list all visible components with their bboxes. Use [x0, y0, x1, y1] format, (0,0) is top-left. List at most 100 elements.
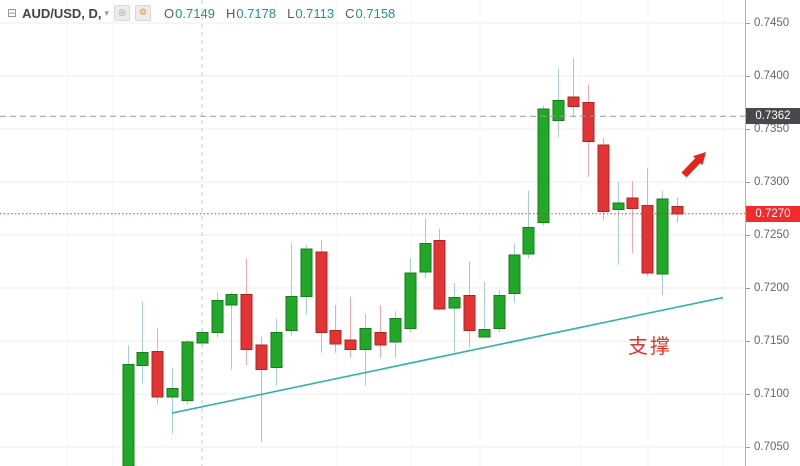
last-price-badge: 0.7270 — [746, 205, 800, 222]
price-axis-tick: 0.7250 — [746, 229, 800, 241]
candle-body — [300, 248, 313, 297]
candle-down — [463, 261, 476, 348]
candle-body — [285, 295, 298, 331]
candle-body — [270, 332, 283, 368]
price-axis-tick: 0.7400 — [746, 70, 800, 82]
candle-body — [537, 108, 550, 223]
candle-up — [136, 301, 149, 384]
arrow-shaft — [681, 156, 702, 178]
ohlc-open: O0.7149 — [164, 5, 215, 21]
candle-body — [389, 318, 402, 343]
up-arrow-annotation[interactable] — [681, 152, 706, 178]
support-label[interactable]: 支撑 — [628, 335, 672, 358]
candle-body — [656, 198, 669, 275]
ohlc-close: C0.7158 — [345, 5, 396, 21]
candle-body — [225, 293, 238, 306]
candle-body — [344, 339, 357, 350]
candle-body — [508, 254, 521, 294]
price-axis[interactable]: 0.7450 0.7400 0.7350 0.7300 0.7250 0.7200 0.71… — [745, 0, 800, 466]
candle-body — [419, 242, 432, 273]
candle-down — [240, 258, 253, 366]
candle-body — [196, 332, 209, 344]
candle-body — [626, 197, 639, 209]
candle-up — [522, 190, 535, 259]
candle-down — [582, 84, 595, 177]
candle-up — [181, 339, 194, 405]
symbol-title[interactable]: AUD/USD, D, — [22, 5, 102, 21]
candle-down — [374, 304, 387, 358]
candle-up — [537, 105, 550, 226]
price-axis-tick: 0.7450 — [746, 17, 800, 29]
candle-up — [270, 318, 283, 386]
candle-down — [151, 328, 164, 405]
support-trendline[interactable] — [171, 296, 724, 414]
candle-body — [567, 96, 580, 108]
chevron-down-icon[interactable]: ▾ — [104, 7, 110, 18]
candle-body — [151, 351, 164, 398]
price-axis-tick: 0.7150 — [746, 335, 800, 347]
price-axis-tick: 0.7100 — [746, 388, 800, 400]
candle-down — [315, 240, 328, 353]
candle-up — [122, 345, 135, 466]
candle-body — [582, 102, 595, 143]
radar-icon[interactable]: ◎ — [114, 5, 131, 21]
candle-down — [626, 180, 639, 254]
price-axis-tick: 0.7300 — [746, 176, 800, 188]
candle-body — [433, 239, 446, 310]
candle-up — [448, 282, 461, 353]
price-chart-canvas[interactable]: 支撑 — [0, 0, 746, 466]
candle-up — [493, 290, 506, 333]
candle-body — [597, 144, 610, 213]
candle-down — [329, 304, 342, 353]
ohlc-high: H0.7178 — [225, 5, 277, 21]
gear-icon[interactable]: ⚙ — [135, 5, 152, 21]
candle-up — [300, 244, 313, 315]
candle-down — [597, 137, 610, 221]
candle-body — [463, 294, 476, 331]
candle-up — [359, 313, 372, 386]
candle-body — [448, 297, 461, 309]
candle-up — [225, 292, 238, 370]
candle-down — [671, 197, 684, 223]
candle-body — [493, 294, 506, 329]
candle-body — [166, 388, 179, 398]
candle-body — [612, 202, 625, 211]
candle-body — [552, 99, 565, 122]
candle-down — [433, 228, 446, 311]
symbol-legend: ⊟ AUD/USD, D, ▾ ◎ ⚙ O0.7149 H0.7178 L0.7… — [7, 5, 395, 21]
price-axis-tick: 0.7200 — [746, 282, 800, 294]
candle-up — [211, 292, 224, 338]
candle-up — [508, 243, 521, 303]
candle-body — [240, 293, 253, 350]
candle-body — [136, 352, 149, 366]
candle-body — [181, 341, 194, 401]
candle-up — [552, 68, 565, 138]
candle-up — [166, 367, 179, 434]
candle-up — [478, 281, 491, 338]
alert-price-badge: 0.7362 — [746, 108, 800, 125]
candle-up — [285, 243, 298, 336]
candle-up — [656, 190, 669, 296]
candle-down — [567, 57, 580, 118]
candle-body — [671, 205, 684, 215]
price-axis-tick: 0.7350 — [746, 123, 800, 135]
arrow-head — [693, 152, 706, 166]
candle-body — [315, 251, 328, 334]
candle-up — [419, 218, 432, 279]
candle-body — [359, 327, 372, 350]
candle-body — [329, 329, 342, 345]
candle-body — [255, 344, 268, 371]
candle-down — [344, 296, 357, 358]
collapse-icon[interactable]: ⊟ — [7, 6, 18, 20]
candle-up — [389, 311, 402, 358]
candle-body — [122, 363, 135, 466]
candle-body — [404, 272, 417, 329]
candle-body — [374, 332, 387, 346]
candle-body — [522, 227, 535, 255]
candle-up — [612, 182, 625, 265]
candle-up — [196, 330, 209, 346]
ohlc-low: L0.7113 — [287, 5, 335, 21]
ohlc-readout: O0.7149 H0.7178 L0.7113 C0.7158 — [164, 6, 395, 21]
candle-body — [211, 300, 224, 334]
